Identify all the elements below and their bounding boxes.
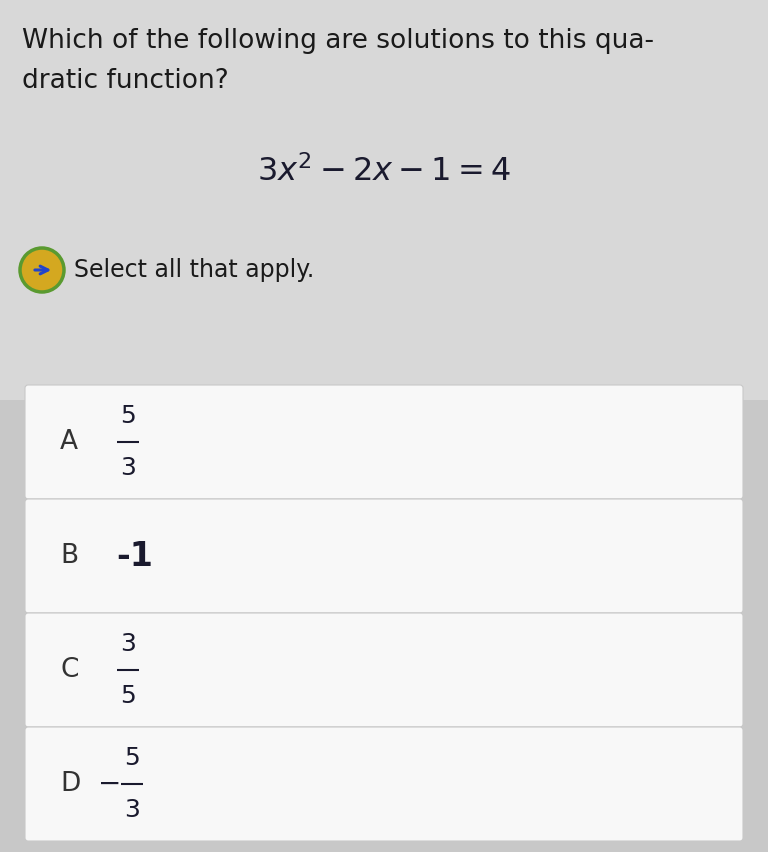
- Text: dratic function?: dratic function?: [22, 68, 229, 94]
- Text: 3: 3: [124, 798, 140, 822]
- Text: 3: 3: [120, 632, 136, 656]
- Text: 5: 5: [120, 684, 136, 708]
- Text: -1: -1: [116, 539, 153, 573]
- Text: 5: 5: [124, 746, 140, 770]
- Text: B: B: [60, 543, 78, 569]
- Text: Which of the following are solutions to this qua-: Which of the following are solutions to …: [22, 28, 654, 54]
- Text: D: D: [60, 771, 80, 797]
- Text: $3x^2-2x-1=4$: $3x^2-2x-1=4$: [257, 155, 511, 187]
- Text: −: −: [98, 770, 121, 798]
- FancyBboxPatch shape: [25, 385, 743, 499]
- Text: 5: 5: [120, 404, 136, 428]
- Text: Select all that apply.: Select all that apply.: [74, 258, 314, 282]
- Bar: [0, 0, 768, 400]
- FancyBboxPatch shape: [25, 499, 743, 613]
- Text: C: C: [60, 657, 78, 683]
- Text: 3: 3: [120, 456, 136, 480]
- Text: A: A: [60, 429, 78, 455]
- Circle shape: [20, 248, 64, 292]
- FancyBboxPatch shape: [25, 727, 743, 841]
- FancyBboxPatch shape: [25, 613, 743, 727]
